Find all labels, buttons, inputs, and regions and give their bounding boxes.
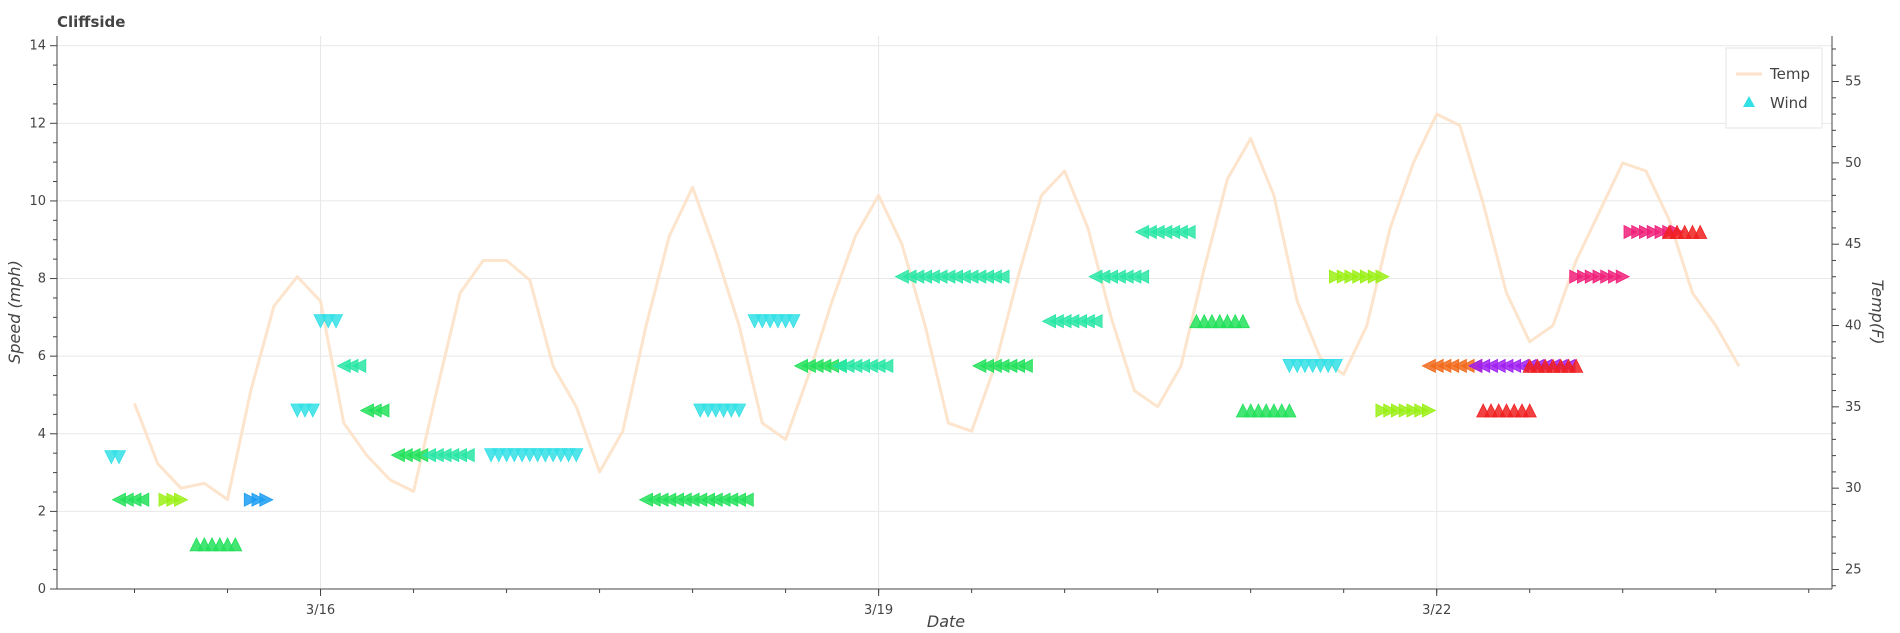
y-tick-label: 0 <box>38 582 46 597</box>
wind-marker <box>174 492 189 507</box>
wind-marker <box>1522 403 1537 418</box>
wind-marker <box>305 403 320 418</box>
wind-marker <box>1569 358 1584 373</box>
wind-marker <box>1414 403 1429 418</box>
legend-box <box>1725 47 1823 129</box>
y-tick-label: 6 <box>38 349 46 364</box>
wind-marker <box>1375 269 1390 284</box>
wind-marker <box>1584 269 1600 284</box>
temp-line <box>133 112 1741 501</box>
wind-marker <box>1329 269 1344 284</box>
wind-marker <box>158 492 173 507</box>
y-tick-label: 14 <box>29 39 46 54</box>
wind-series <box>104 224 1708 552</box>
wind-marker <box>351 358 367 374</box>
plot-area <box>57 36 1832 589</box>
wind-marker <box>375 403 390 418</box>
wind-marker <box>243 492 259 507</box>
wind-marker <box>1367 269 1383 284</box>
wind-marker <box>1569 269 1584 284</box>
x-axis-label: Date <box>927 612 965 631</box>
wind-marker <box>1088 314 1103 329</box>
y2-tick-label: 35 <box>1845 400 1862 415</box>
wind-marker <box>1375 403 1390 418</box>
legend-wind-label: Wind <box>1770 94 1808 112</box>
wind-marker <box>134 492 150 507</box>
wind-marker <box>1639 224 1654 240</box>
wind-marker <box>251 492 266 507</box>
wind-marker <box>1336 269 1352 284</box>
x-tick-label: 3/22 <box>1422 603 1451 618</box>
y-tick-label: 2 <box>38 504 46 519</box>
y-tick-label: 10 <box>29 194 46 209</box>
wind-marker <box>1615 269 1631 284</box>
x-gridlines <box>320 36 1438 589</box>
y-tick-label: 4 <box>38 427 46 442</box>
wind-marker <box>1693 224 1708 239</box>
wind-marker <box>1422 403 1437 418</box>
temp-series <box>133 112 1741 501</box>
wind-marker <box>995 269 1010 284</box>
x-tick-label: 3/19 <box>864 603 893 618</box>
wind-marker <box>1352 269 1367 284</box>
y-gridlines <box>57 45 1832 590</box>
legend-temp-label: Temp <box>1769 65 1810 83</box>
chart-title: Cliffside <box>57 13 125 31</box>
wind-marker <box>1018 358 1033 374</box>
wind-marker <box>111 450 127 465</box>
wind-marker <box>731 403 747 418</box>
wind-marker <box>1282 403 1297 418</box>
y2-tick-label: 25 <box>1845 562 1862 577</box>
x-tick-label: 3/16 <box>306 603 335 618</box>
wind-marker <box>328 314 344 329</box>
y2-tick-label: 40 <box>1845 319 1862 334</box>
wind-marker <box>1235 313 1251 329</box>
wind-marker <box>460 447 475 463</box>
wind-marker <box>1592 269 1607 284</box>
wind-marker <box>879 358 894 374</box>
wind-marker <box>228 537 243 552</box>
legend: Temp Wind <box>1725 47 1823 129</box>
axes: 3/16 3/19 3/22 0 2 4 6 8 10 12 14 25 30 35 40 45 50 55 <box>29 36 1862 618</box>
y2-axis-label: Temp(F) <box>1868 279 1887 344</box>
y2-tick-label: 50 <box>1845 156 1862 171</box>
wind-marker <box>1406 403 1421 418</box>
wind-marker <box>1181 224 1196 240</box>
wind-marker <box>1623 224 1638 240</box>
wind-marker <box>1654 224 1669 240</box>
wind-marker <box>1577 269 1592 284</box>
y-tick-label: 8 <box>38 272 46 287</box>
wind-marker <box>1646 224 1662 240</box>
wind-marker <box>1360 269 1375 284</box>
wind-marker <box>166 492 181 507</box>
wind-marker <box>1608 269 1623 284</box>
y2-tick-label: 45 <box>1845 237 1862 252</box>
y-tick-label: 12 <box>29 116 46 131</box>
wind-marker <box>569 448 584 463</box>
wind-marker <box>1600 269 1615 284</box>
wind-marker <box>1344 269 1359 284</box>
wind-marker <box>1134 269 1150 284</box>
wind-marker <box>1631 224 1646 240</box>
wind-marker <box>1328 358 1344 374</box>
legend-wind-swatch <box>1743 96 1755 107</box>
wind-marker <box>1383 403 1398 418</box>
wind-marker <box>1398 403 1414 418</box>
wind-marker <box>739 492 754 507</box>
y-axis-label: Speed (mph) <box>5 260 24 364</box>
y2-tick-label: 30 <box>1845 481 1862 496</box>
wind-marker <box>786 314 801 329</box>
y2-tick-label: 55 <box>1845 75 1862 90</box>
wind-marker <box>1391 403 1406 418</box>
wind-marker <box>259 492 274 507</box>
